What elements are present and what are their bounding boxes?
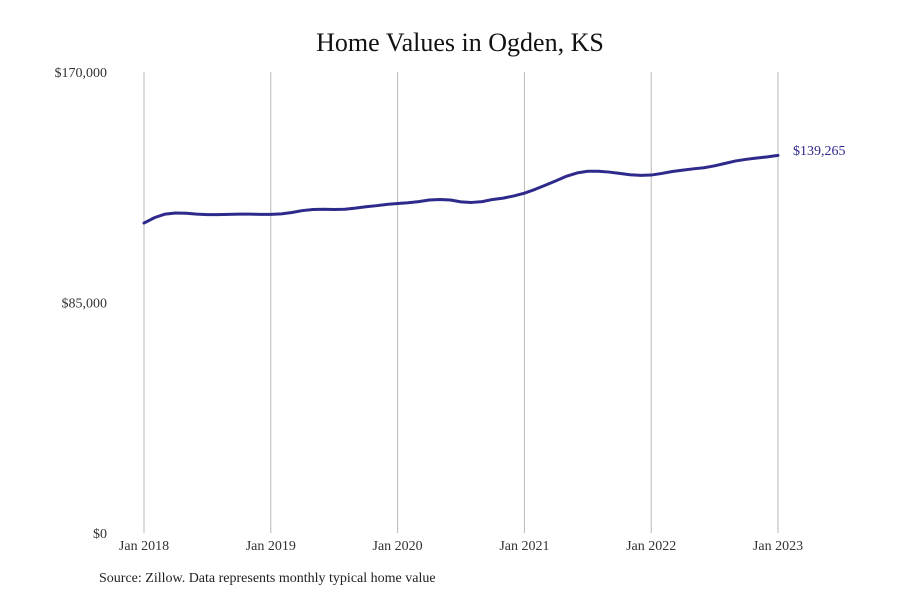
chart-title: Home Values in Ogden, KS — [316, 28, 604, 57]
y-tick-label: $85,000 — [62, 297, 108, 312]
x-tick-label: Jan 2018 — [119, 539, 169, 554]
source-note: Source: Zillow. Data represents monthly … — [99, 571, 436, 586]
x-tick-label: Jan 2019 — [246, 539, 296, 554]
y-tick-label: $170,000 — [55, 66, 108, 81]
y-tick-label: $0 — [93, 527, 107, 542]
home-value-line — [142, 153, 780, 225]
gridlines — [143, 72, 779, 533]
x-axis-tick-labels: Jan 2018 Jan 2019 Jan 2020 Jan 2021 Jan 2022… — [119, 539, 803, 554]
x-tick-label: Jan 2021 — [499, 539, 549, 554]
y-axis-tick-labels: $0 $85,000 $170,000 — [55, 66, 108, 542]
x-tick-label: Jan 2022 — [626, 539, 676, 554]
end-value-label: $139,265 — [793, 144, 846, 159]
series-layer — [142, 153, 780, 225]
x-tick-label: Jan 2023 — [753, 539, 803, 554]
x-tick-label: Jan 2020 — [373, 539, 423, 554]
